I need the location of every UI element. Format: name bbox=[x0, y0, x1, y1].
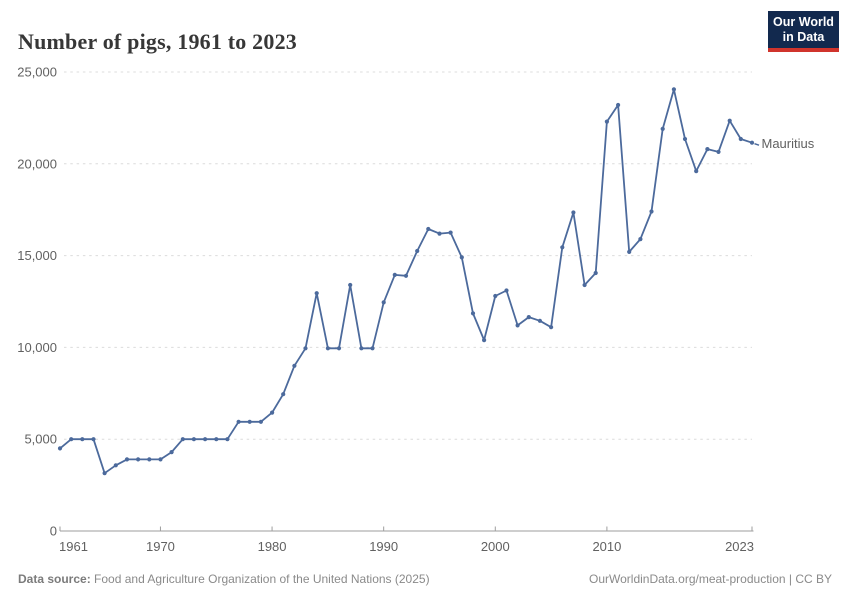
data-point-marker[interactable] bbox=[57, 446, 63, 451]
data-source-note: Data source: Food and Agriculture Organi… bbox=[18, 572, 430, 586]
data-point-marker[interactable] bbox=[549, 325, 554, 330]
data-point-marker[interactable] bbox=[247, 419, 252, 424]
data-point-marker[interactable] bbox=[203, 437, 208, 442]
y-tick-label: 25,000 bbox=[17, 65, 57, 80]
data-point-marker[interactable] bbox=[359, 346, 364, 351]
data-point-marker[interactable] bbox=[80, 437, 85, 442]
data-point-marker[interactable] bbox=[180, 437, 185, 442]
y-tick-label: 0 bbox=[50, 524, 57, 539]
data-point-marker[interactable] bbox=[738, 136, 743, 142]
data-point-marker[interactable] bbox=[381, 300, 386, 305]
y-tick-label: 5,000 bbox=[24, 432, 57, 447]
data-point-marker[interactable] bbox=[258, 419, 263, 424]
data-point-marker[interactable] bbox=[348, 282, 353, 288]
data-point-marker[interactable] bbox=[504, 288, 509, 293]
data-point-marker[interactable] bbox=[69, 437, 74, 442]
data-point-marker[interactable] bbox=[325, 346, 330, 351]
series-label-mauritius[interactable]: Mauritius bbox=[762, 136, 815, 151]
data-source-label: Data source: bbox=[18, 572, 91, 586]
data-point-marker[interactable] bbox=[470, 311, 476, 316]
data-point-marker[interactable] bbox=[604, 119, 610, 124]
data-point-marker[interactable] bbox=[225, 437, 230, 442]
data-point-marker[interactable] bbox=[660, 126, 665, 131]
data-point-marker[interactable] bbox=[415, 248, 420, 254]
x-tick-label: 1961 bbox=[59, 539, 88, 554]
x-tick-label: 2010 bbox=[592, 539, 621, 554]
data-point-marker[interactable] bbox=[593, 270, 598, 276]
data-point-marker[interactable] bbox=[448, 230, 453, 235]
data-point-marker[interactable] bbox=[616, 102, 621, 108]
data-point-marker[interactable] bbox=[124, 457, 130, 462]
data-point-marker[interactable] bbox=[314, 291, 319, 296]
data-point-marker[interactable] bbox=[459, 255, 464, 260]
y-tick-label: 10,000 bbox=[17, 340, 57, 355]
data-point-marker[interactable] bbox=[749, 140, 755, 145]
owid-logo[interactable]: Our World in Data bbox=[768, 11, 839, 52]
series-endpoint-connector bbox=[754, 142, 760, 146]
data-point-marker[interactable] bbox=[270, 410, 275, 415]
data-point-marker[interactable] bbox=[281, 392, 286, 397]
owid-logo-line2: in Data bbox=[782, 29, 825, 44]
data-point-marker[interactable] bbox=[292, 363, 297, 368]
credit-link[interactable]: OurWorldinData.org/meat-production | CC … bbox=[589, 572, 832, 586]
data-point-marker[interactable] bbox=[727, 118, 732, 123]
data-point-marker[interactable] bbox=[191, 437, 196, 442]
x-tick-label: 1970 bbox=[146, 539, 175, 554]
owid-logo-line1: Our World bbox=[773, 14, 834, 29]
data-point-marker[interactable] bbox=[147, 457, 152, 462]
data-point-marker[interactable] bbox=[236, 419, 241, 424]
x-tick-label: 2000 bbox=[481, 539, 510, 554]
data-point-marker[interactable] bbox=[392, 272, 397, 277]
data-point-marker[interactable] bbox=[303, 346, 308, 351]
y-tick-label: 15,000 bbox=[17, 248, 57, 263]
data-point-marker[interactable] bbox=[426, 226, 431, 232]
data-point-marker[interactable] bbox=[214, 437, 219, 442]
data-point-marker[interactable] bbox=[649, 209, 654, 214]
data-point-marker[interactable] bbox=[493, 293, 498, 299]
data-point-marker[interactable] bbox=[515, 323, 520, 328]
x-tick-label: 1980 bbox=[258, 539, 287, 554]
page-title: Number of pigs, 1961 to 2023 bbox=[18, 28, 297, 54]
data-point-marker[interactable] bbox=[113, 463, 118, 468]
data-point-marker[interactable] bbox=[638, 237, 643, 242]
data-point-marker[interactable] bbox=[482, 338, 487, 343]
data-point-marker[interactable] bbox=[694, 169, 699, 174]
data-point-marker[interactable] bbox=[91, 437, 96, 442]
y-tick-label: 20,000 bbox=[17, 156, 57, 171]
data-point-marker[interactable] bbox=[705, 147, 710, 152]
data-source-text: Food and Agriculture Organization of the… bbox=[90, 572, 430, 586]
data-point-marker[interactable] bbox=[627, 249, 632, 254]
data-point-marker[interactable] bbox=[671, 87, 677, 92]
data-point-marker[interactable] bbox=[102, 471, 107, 476]
data-point-marker[interactable] bbox=[169, 450, 174, 455]
data-point-marker[interactable] bbox=[716, 149, 721, 154]
data-point-marker[interactable] bbox=[403, 273, 409, 278]
data-point-marker[interactable] bbox=[437, 231, 442, 236]
data-point-marker[interactable] bbox=[336, 346, 342, 351]
x-tick-label: 1990 bbox=[369, 539, 398, 554]
data-point-marker[interactable] bbox=[571, 210, 576, 215]
x-tick-label: 2023 bbox=[725, 539, 754, 554]
data-point-marker[interactable] bbox=[582, 282, 587, 288]
data-point-marker[interactable] bbox=[158, 457, 163, 462]
data-point-marker[interactable] bbox=[682, 136, 688, 142]
data-point-marker[interactable] bbox=[526, 315, 531, 320]
data-point-marker[interactable] bbox=[537, 318, 543, 323]
data-point-marker[interactable] bbox=[136, 457, 141, 462]
data-point-marker[interactable] bbox=[560, 245, 565, 250]
pigs-line-series bbox=[59, 88, 753, 475]
data-point-marker[interactable] bbox=[370, 346, 375, 351]
chart-footer: Data source: Food and Agriculture Organi… bbox=[18, 572, 832, 586]
